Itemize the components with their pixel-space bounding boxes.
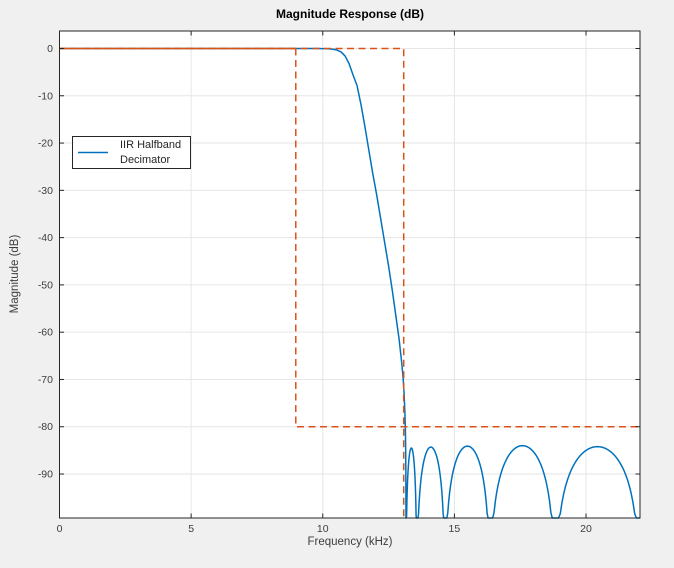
legend[interactable]: IIR Halfband Decimator: [72, 136, 191, 169]
y-tick-label: -60: [38, 327, 53, 339]
mask-line-dashed: [59, 47, 405, 518]
y-tick-label: -10: [38, 90, 53, 102]
legend-line-sample-icon: [78, 151, 108, 154]
y-tick-label: -70: [38, 374, 53, 386]
axes-box: [59, 30, 641, 519]
y-tick-label: -80: [38, 421, 53, 433]
x-tick-label: 20: [580, 523, 592, 535]
y-tick-label: -30: [38, 185, 53, 197]
x-axis-label: Frequency (kHz): [307, 536, 393, 548]
y-tick-label: -40: [38, 232, 53, 244]
legend-label: IIR Halfband Decimator: [120, 138, 181, 168]
x-tick-label: 15: [449, 523, 461, 535]
y-axis-label: Magnitude (dB): [9, 234, 21, 314]
chart-title: Magnitude Response (dB): [275, 7, 424, 21]
legend-label-line2: Decimator: [120, 153, 171, 166]
y-tick-label: -90: [38, 469, 53, 481]
x-tick-label: 0: [57, 523, 63, 535]
y-tick-label: -20: [38, 138, 53, 150]
y-tick-label: 0: [47, 43, 53, 55]
plot-background: [59, 31, 640, 518]
y-tick-label: -50: [38, 279, 53, 291]
x-tick-label: 10: [317, 523, 329, 535]
x-tick-label: 5: [188, 523, 194, 535]
legend-label-line1: IIR Halfband: [120, 138, 182, 151]
